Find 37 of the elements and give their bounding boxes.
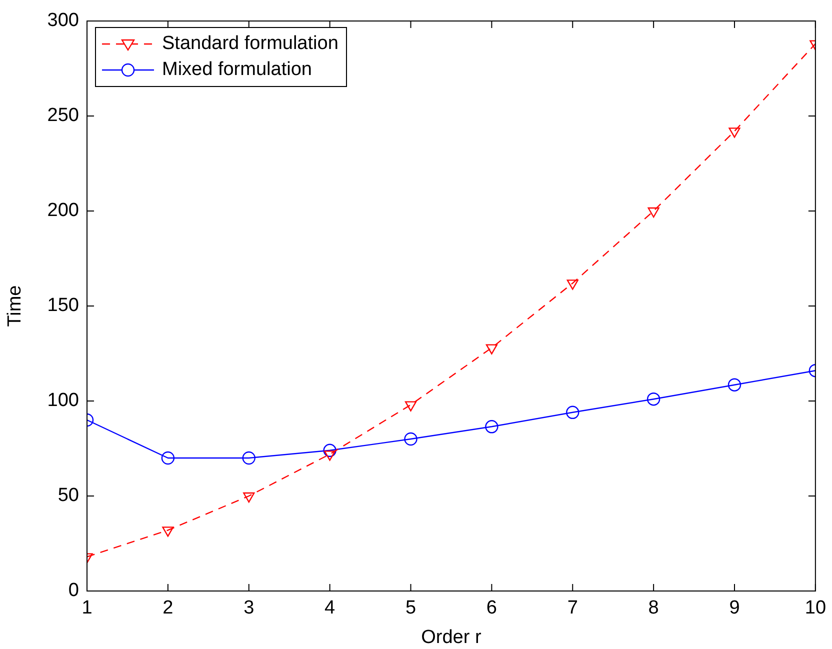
point: [485, 420, 498, 434]
y-tick-label: 100: [47, 390, 79, 412]
x-tick-label: 3: [244, 598, 254, 619]
point: [486, 344, 498, 354]
point: [162, 526, 174, 537]
x-tick-label: 7: [567, 598, 578, 619]
point: [404, 401, 417, 412]
point: [648, 207, 660, 218]
x-tick-label: 1: [82, 598, 92, 619]
y-tick-label: 0: [68, 580, 79, 602]
legend-label: Mixed formulation: [162, 59, 312, 81]
x-tick-label: 6: [486, 598, 497, 619]
point: [566, 406, 580, 419]
x-tick-label: 5: [405, 598, 416, 619]
y-axis-title: Time: [4, 285, 26, 327]
x-tick-label: 2: [162, 598, 174, 619]
point: [242, 451, 256, 465]
point: [324, 450, 336, 461]
point: [243, 492, 255, 503]
x-tick-label: 10: [804, 598, 826, 619]
x-axis-title: Order r: [421, 626, 482, 648]
x-tick-label: 9: [729, 598, 740, 619]
x-tick-label: 4: [324, 598, 336, 619]
point: [404, 432, 418, 446]
legend-label: Standard formulation: [162, 33, 338, 55]
y-tick-label: 250: [47, 105, 79, 126]
y-tick-label: 200: [47, 200, 79, 222]
point: [728, 378, 742, 392]
x-tick-label: 8: [648, 598, 659, 619]
point: [566, 280, 578, 290]
y-tick-label: 150: [47, 295, 79, 316]
point: [728, 128, 740, 138]
point: [646, 392, 660, 406]
point: [323, 444, 336, 457]
point: [161, 451, 175, 465]
y-tick-label: 50: [58, 485, 79, 506]
y-tick-label: 300: [47, 10, 79, 32]
